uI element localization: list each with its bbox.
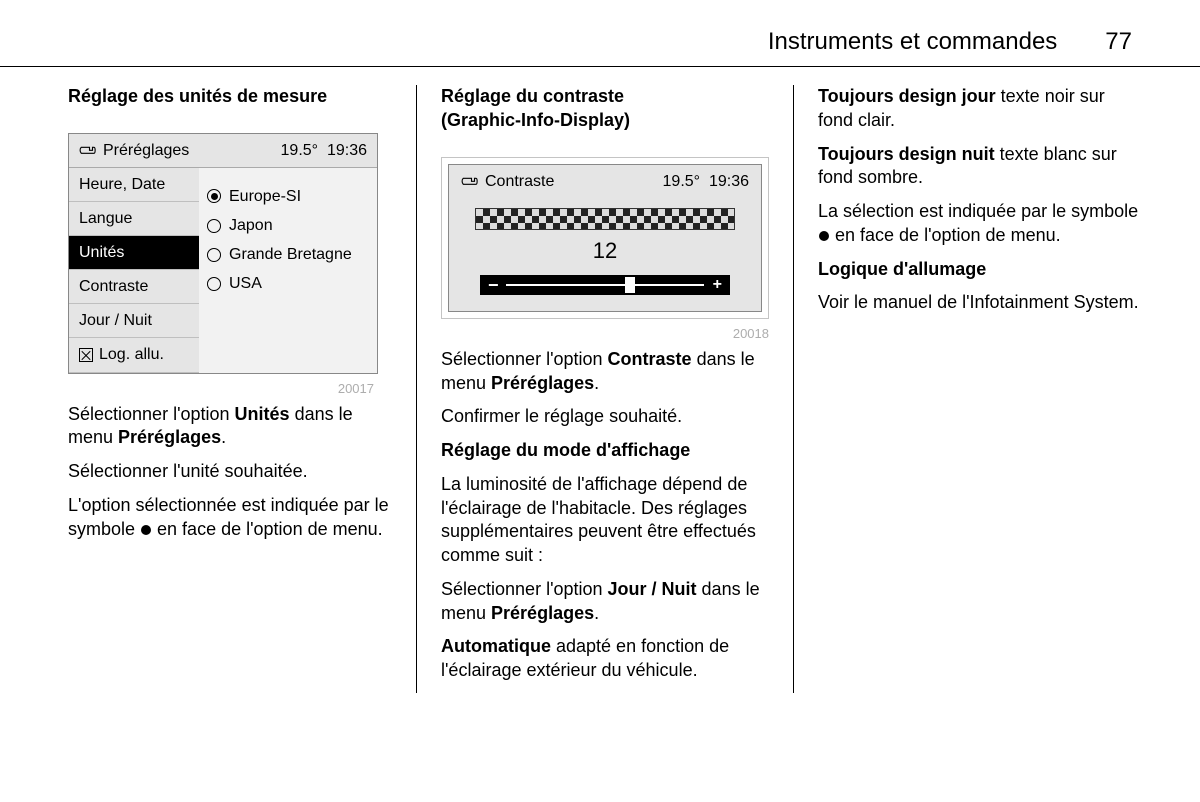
column-2: Réglage du contraste(Graphic-Info-Displa… <box>417 85 794 693</box>
para-select-units: Sélectionner l'option Unités dans le men… <box>68 403 392 451</box>
para-confirm: Confirmer le réglage souhaité. <box>441 405 769 429</box>
display-prereglages: Préréglages 19.5° 19:36 Heure, Date Lang… <box>68 133 378 374</box>
settings-menu: Heure, Date Langue Unités Contraste Jour… <box>69 168 199 373</box>
contrast-slider[interactable]: − + <box>480 275 730 295</box>
para-infotainment: Voir le manuel de l'Infotainment System. <box>818 291 1142 315</box>
menu-item-language[interactable]: Langue <box>69 202 199 236</box>
para-selection-symbol: La sélection est indiquée par le symbole… <box>818 200 1142 248</box>
display-time: 19:36 <box>709 173 749 190</box>
section-title-contrast: Réglage du contraste(Graphic-Info-Displa… <box>441 85 769 133</box>
display-title: Contraste <box>485 171 554 192</box>
para-automatic: Automatique adapté en fonction de l'écla… <box>441 635 769 683</box>
radio-icon <box>207 219 221 233</box>
menu-item-daynight[interactable]: Jour / Nuit <box>69 304 199 338</box>
menu-item-contrast[interactable]: Contraste <box>69 270 199 304</box>
figure-number: 20017 <box>68 380 378 397</box>
slider-thumb[interactable] <box>625 277 635 293</box>
contrast-pattern <box>475 208 735 230</box>
section-title-ignition: Logique d'allumage <box>818 258 1142 282</box>
bullet-icon <box>141 525 151 535</box>
wrench-icon <box>79 143 97 157</box>
radio-icon <box>207 277 221 291</box>
para-brightness: La luminosité de l'affichage dépend de l… <box>441 473 769 568</box>
column-3: Toujours design jour texte noir sur fond… <box>794 85 1142 693</box>
para-select-daynight: Sélectionner l'option Jour / Nuit dans l… <box>441 578 769 626</box>
para-select-contrast: Sélectionner l'option Contraste dans le … <box>441 348 769 396</box>
checkbox-icon <box>79 348 93 362</box>
unit-options: Europe-SI Japon Grande Bretagne USA <box>199 168 377 373</box>
content-columns: Réglage des unités de mesure Préréglages… <box>0 85 1200 693</box>
radio-icon <box>207 248 221 262</box>
radio-icon <box>207 189 221 203</box>
para-night-design: Toujours design nuit texte blanc sur fon… <box>818 143 1142 191</box>
figure-contrast: Contraste 19.5° 19:36 12 − + <box>441 157 769 342</box>
page-header: Instruments et commandes 77 <box>0 0 1200 67</box>
option-usa[interactable]: USA <box>207 269 369 298</box>
para-select-desired: Sélectionner l'unité souhaitée. <box>68 460 392 484</box>
option-europe[interactable]: Europe-SI <box>207 182 369 211</box>
para-day-design: Toujours design jour texte noir sur fond… <box>818 85 1142 133</box>
plus-icon: + <box>713 277 722 293</box>
menu-item-time[interactable]: Heure, Date <box>69 168 199 202</box>
menu-item-ignition[interactable]: Log. allu. <box>69 338 199 372</box>
figure-units: Préréglages 19.5° 19:36 Heure, Date Lang… <box>68 133 392 397</box>
option-gb[interactable]: Grande Bretagne <box>207 240 369 269</box>
chapter-title: Instruments et commandes <box>768 28 1057 56</box>
menu-item-units[interactable]: Unités <box>69 236 199 270</box>
column-1: Réglage des unités de mesure Préréglages… <box>68 85 417 693</box>
para-selected-symbol: L'option sélectionnée est indiquée par l… <box>68 494 392 542</box>
wrench-icon <box>461 174 479 188</box>
option-japan[interactable]: Japon <box>207 211 369 240</box>
minus-icon: − <box>488 276 499 294</box>
display-title: Préréglages <box>103 140 189 161</box>
display-time: 19:36 <box>327 142 367 159</box>
page-number: 77 <box>1105 28 1132 56</box>
contrast-value: 12 <box>467 236 743 265</box>
display-temp: 19.5° <box>663 173 701 190</box>
figure-number: 20018 <box>441 325 769 342</box>
section-title-units: Réglage des unités de mesure <box>68 85 392 109</box>
section-title-display-mode: Réglage du mode d'affichage <box>441 439 769 463</box>
display-contrast: Contraste 19.5° 19:36 12 − + <box>448 164 762 312</box>
display-temp: 19.5° <box>281 142 319 159</box>
bullet-icon <box>819 231 829 241</box>
